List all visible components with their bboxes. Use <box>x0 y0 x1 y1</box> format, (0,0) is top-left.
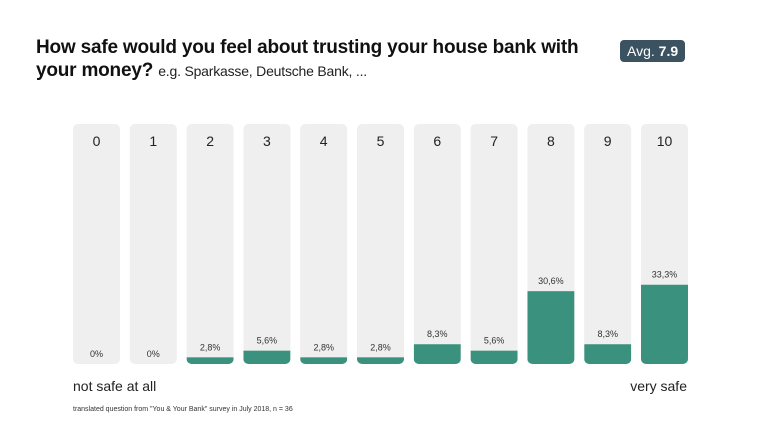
value-label: 33,3% <box>652 270 678 280</box>
bar <box>641 284 688 364</box>
category-label: 3 <box>263 133 271 149</box>
bar-track <box>357 124 404 364</box>
bar <box>584 344 632 364</box>
bar-track <box>413 124 461 364</box>
bar-track <box>584 124 632 364</box>
category-label: 6 <box>433 133 441 149</box>
value-label: 5,6% <box>484 336 505 346</box>
footnote: translated question from "You & Your Ban… <box>73 406 293 413</box>
bar-track <box>470 124 518 364</box>
category-label: 1 <box>149 133 157 149</box>
category-label: 2 <box>206 133 214 149</box>
average-badge: Avg. 7.9 <box>620 40 686 62</box>
chart-title: How safe would you feel about trusting y… <box>36 36 596 83</box>
value-label: 0% <box>90 349 103 359</box>
bar <box>243 350 291 364</box>
category-label: 10 <box>657 133 673 149</box>
value-label: 30,6% <box>538 276 564 286</box>
bar <box>527 291 575 364</box>
bar-track <box>300 124 348 364</box>
subtitle: e.g. Sparkasse, Deutsche Bank, ... <box>158 63 367 79</box>
value-label: 2,8% <box>313 342 334 352</box>
value-label: 8,3% <box>597 329 618 339</box>
value-label: 5,6% <box>257 336 278 346</box>
category-label: 8 <box>547 133 555 149</box>
category-label: 5 <box>377 133 385 149</box>
category-label: 9 <box>604 133 612 149</box>
value-label: 0% <box>147 349 160 359</box>
value-label: 2,8% <box>370 342 391 352</box>
bar <box>357 357 404 364</box>
bar-track <box>73 124 120 364</box>
category-label: 7 <box>490 133 498 149</box>
category-label: 0 <box>93 133 101 149</box>
bar-track <box>129 124 177 364</box>
title-text: How safe would you feel about trusting y… <box>36 37 579 81</box>
bar <box>470 350 518 364</box>
avg-label: Avg. <box>627 43 655 59</box>
bar <box>186 357 234 364</box>
value-label: 8,3% <box>427 329 448 339</box>
avg-value: 7.9 <box>658 43 679 59</box>
x-label-right: very safe <box>630 378 687 394</box>
x-label-left: not safe at all <box>73 378 157 394</box>
category-label: 4 <box>320 133 328 149</box>
bar <box>413 344 461 364</box>
bar-track <box>186 124 234 364</box>
bar-track <box>243 124 291 364</box>
value-label: 2,8% <box>200 342 221 352</box>
bar <box>300 357 348 364</box>
